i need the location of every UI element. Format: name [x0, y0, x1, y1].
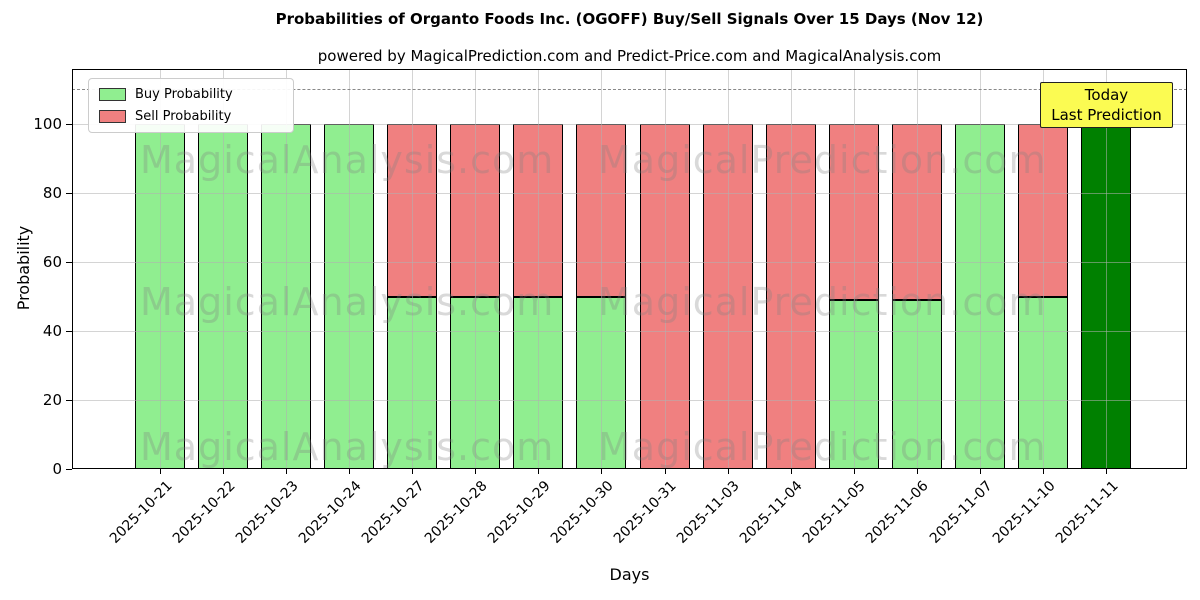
x-tick-mark	[223, 469, 225, 474]
gridline-vertical	[1106, 69, 1108, 469]
x-tick-label-text: 2025-11-04	[737, 478, 807, 547]
legend-item-sell: Sell Probability	[99, 109, 283, 124]
today-annotation-line1: Today	[1084, 86, 1129, 104]
gridline-vertical	[664, 69, 666, 469]
gridline-vertical	[349, 69, 351, 469]
x-tick-label-text: 2025-10-29	[484, 478, 554, 547]
gridline-vertical	[223, 69, 225, 469]
legend-item-buy: Buy Probability	[99, 87, 283, 102]
gridline-vertical	[853, 69, 855, 469]
gridline-horizontal	[72, 400, 1187, 401]
y-tick-mark	[66, 331, 72, 332]
x-tick-mark	[916, 469, 918, 474]
watermark-text: MagicalPrediction.com	[598, 425, 1047, 469]
y-tick-mark	[66, 400, 72, 401]
gridline-vertical	[160, 69, 161, 469]
x-tick-label-text: 2025-11-06	[863, 478, 933, 547]
x-tick-mark	[601, 469, 603, 474]
legend-label-buy: Buy Probability	[135, 87, 233, 102]
gridline-vertical	[979, 69, 981, 469]
today-annotation-line2: Last Prediction	[1051, 106, 1162, 124]
gridline-horizontal	[72, 193, 1187, 194]
buy-swatch-icon	[99, 88, 126, 101]
gridline-vertical	[601, 69, 603, 469]
x-tick-label-text: 2025-11-10	[989, 478, 1059, 547]
x-tick-label-text: 2025-10-28	[421, 478, 491, 547]
x-tick-label-text: 2025-10-24	[295, 478, 365, 547]
legend-label-sell: Sell Probability	[135, 109, 232, 124]
x-tick-mark	[160, 469, 161, 474]
watermark-text: MagicalAnalysis.com	[140, 138, 555, 182]
x-tick-label-text: 2025-10-22	[169, 478, 239, 547]
x-tick-mark	[853, 469, 855, 474]
x-tick-label-text: 2025-10-21	[106, 478, 176, 547]
x-axis-label: Days	[609, 565, 650, 584]
watermark-text: MagicalAnalysis.com	[140, 425, 555, 469]
y-tick-label: 80	[42, 184, 62, 202]
y-tick-label: 100	[33, 115, 62, 133]
x-tick-label-text: 2025-11-05	[800, 478, 870, 547]
x-tick-mark	[286, 469, 288, 474]
y-tick-mark	[66, 262, 72, 263]
legend: Buy Probability Sell Probability	[88, 78, 294, 133]
x-tick-label-text: 2025-10-23	[232, 478, 302, 547]
sell-swatch-icon	[99, 110, 126, 123]
chart-subtitle: powered by MagicalPrediction.com and Pre…	[317, 47, 942, 65]
x-tick-mark	[1106, 469, 1108, 474]
x-tick-label-text: 2025-10-30	[547, 478, 617, 547]
y-tick-label: 60	[42, 253, 62, 271]
y-tick-mark	[66, 193, 72, 194]
gridline-vertical	[1042, 69, 1044, 469]
x-tick-mark	[664, 469, 666, 474]
gridline-vertical	[538, 69, 540, 469]
gridline-vertical	[286, 69, 288, 469]
x-tick-mark	[727, 469, 729, 474]
y-tick-label: 40	[42, 322, 62, 340]
x-tick-label-text: 2025-11-03	[674, 478, 743, 547]
gridline-horizontal	[72, 262, 1187, 263]
gridline-vertical	[475, 69, 477, 469]
gridline-vertical	[727, 69, 729, 469]
gridline-vertical	[916, 69, 918, 469]
x-tick-label-text: 2025-10-31	[611, 478, 680, 547]
x-tick-mark	[412, 469, 414, 474]
x-tick-mark	[790, 469, 792, 474]
y-tick-label: 20	[42, 391, 62, 409]
x-tick-label-text: 2025-11-11	[1052, 478, 1122, 547]
x-tick-label-text: 2025-10-27	[358, 478, 428, 547]
y-tick-mark	[66, 469, 72, 470]
x-tick-mark	[475, 469, 477, 474]
watermark-text: MagicalPrediction.com	[598, 280, 1047, 324]
watermark-text: MagicalAnalysis.com	[140, 280, 555, 324]
y-tick-mark	[66, 124, 72, 125]
dashed-threshold-line	[72, 89, 1187, 90]
gridline-horizontal	[72, 331, 1187, 332]
x-tick-mark	[1042, 469, 1044, 474]
watermark-text: MagicalPrediction.com	[598, 138, 1047, 182]
chart-title: Probabilities of Organto Foods Inc. (OGO…	[275, 10, 984, 28]
gridline-horizontal	[72, 124, 1187, 125]
x-tick-mark	[979, 469, 981, 474]
today-annotation: Today Last Prediction	[1040, 82, 1173, 128]
gridline-vertical	[412, 69, 414, 469]
x-tick-mark	[349, 469, 351, 474]
y-tick-label: 0	[52, 460, 62, 478]
x-tick-mark	[538, 469, 540, 474]
gridline-vertical	[790, 69, 792, 469]
x-tick-label-text: 2025-11-07	[926, 478, 996, 547]
